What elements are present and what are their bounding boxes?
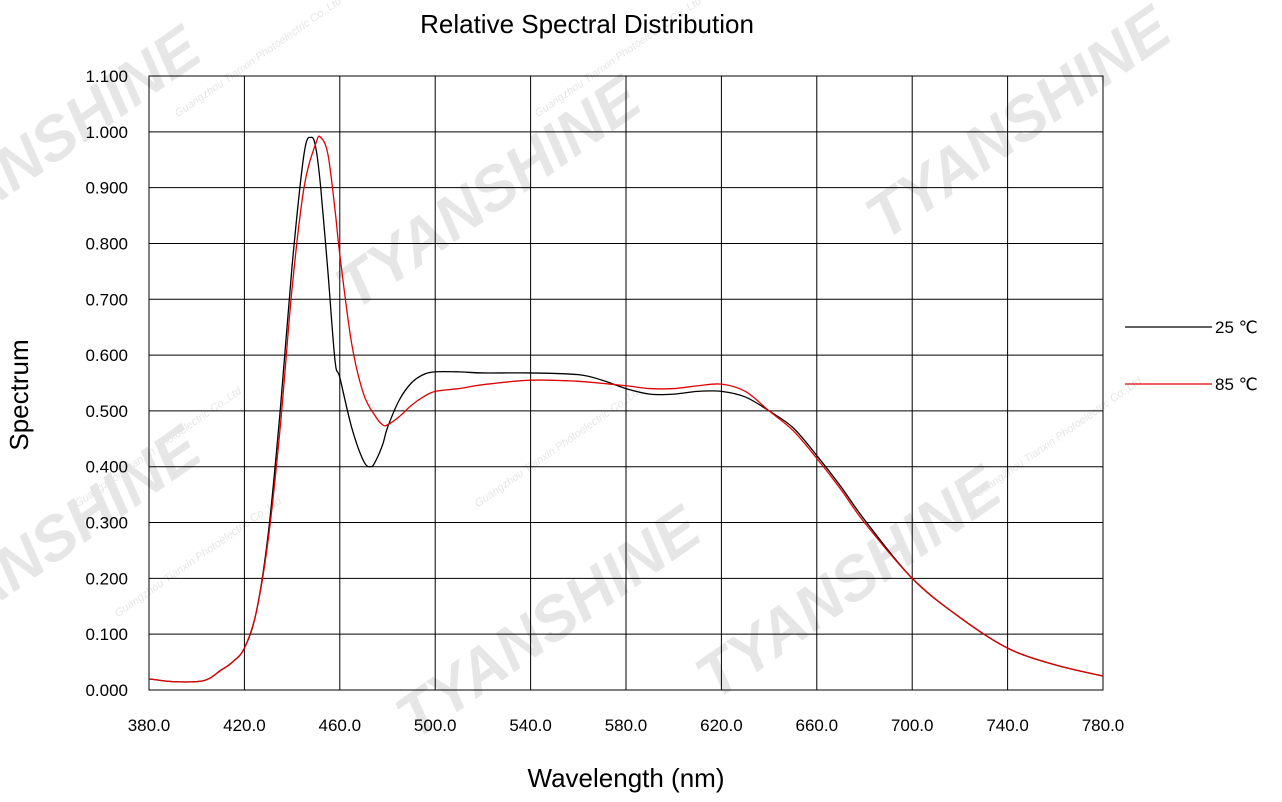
watermark-layer: TYANSHINE TYANSHINETYANSHINETYANSHINETYAN… (0, 0, 1184, 753)
y-tick-label: 0.400 (85, 458, 128, 477)
x-tick-label: 420.0 (223, 716, 266, 735)
x-tick-label: 540.0 (509, 716, 552, 735)
x-tick-label: 660.0 (796, 716, 839, 735)
x-axis-label: Wavelength (nm) (528, 763, 725, 793)
y-tick-label: 0.800 (85, 234, 128, 253)
y-axis-ticks: 0.000 0.100 0.200 0.300 0.400 0.500 0.600 0.700… (85, 67, 128, 700)
watermark-brand: TYANSHINE (384, 493, 715, 753)
y-tick-label: 1.100 (85, 67, 128, 86)
x-tick-label: 620.0 (700, 716, 743, 735)
watermark-brand: TYANSHINE (324, 63, 655, 323)
y-tick-label: 0.200 (85, 569, 128, 588)
x-tick-label: 700.0 (891, 716, 934, 735)
watermark-company: Guangzhou Tianxin Photoelectric Co.,Ltd (973, 375, 1145, 500)
x-tick-label: 380.0 (128, 716, 171, 735)
legend-label: 85 ℃ (1215, 375, 1258, 394)
y-tick-label: 0.100 (85, 625, 128, 644)
y-tick-label: 0.900 (85, 179, 128, 198)
y-tick-label: 0.500 (85, 402, 128, 421)
x-tick-label: 740.0 (986, 716, 1029, 735)
y-tick-label: 0.700 (85, 290, 128, 309)
chart-title: Relative Spectral Distribution (420, 9, 754, 39)
series-line-85c (148, 135, 1104, 683)
legend-label: 25 ℃ (1215, 318, 1258, 337)
x-tick-label: 580.0 (605, 716, 648, 735)
watermark-brand: TYANSHINE (854, 0, 1185, 253)
x-axis-ticks: 380.0 420.0 460.0 500.0 540.0 580.0 620.0 660.0… (128, 716, 1125, 735)
x-tick-label: 780.0 (1082, 716, 1125, 735)
legend: 25 ℃ 85 ℃ (1125, 318, 1258, 394)
series-layer (148, 135, 1104, 683)
y-tick-label: 0.300 (85, 514, 128, 533)
x-tick-label: 500.0 (414, 716, 457, 735)
grid-lines (148, 75, 1104, 691)
x-tick-label: 460.0 (319, 716, 362, 735)
y-tick-label: 1.000 (85, 123, 128, 142)
watermark-brand: TYANSHINE (684, 453, 1015, 713)
y-axis-label: Spectrum (4, 339, 34, 450)
y-tick-label: 0.000 (85, 681, 128, 700)
y-tick-label: 0.600 (85, 346, 128, 365)
watermark-company: Guangzhou Tianxin Photoelectric Co.,Ltd (473, 385, 645, 510)
